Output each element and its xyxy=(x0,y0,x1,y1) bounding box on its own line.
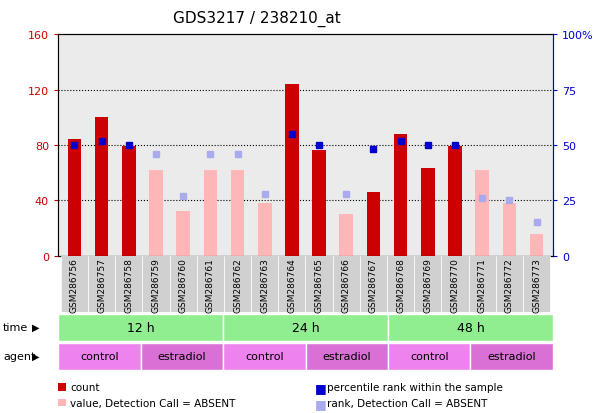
Text: 48 h: 48 h xyxy=(456,321,485,334)
Bar xyxy=(278,256,306,312)
Bar xyxy=(88,256,115,312)
Bar xyxy=(58,314,223,341)
Bar xyxy=(58,343,141,370)
Text: GSM286767: GSM286767 xyxy=(369,258,378,313)
Text: estradiol: estradiol xyxy=(323,351,371,361)
Bar xyxy=(367,192,380,256)
Bar xyxy=(503,204,516,256)
Text: GSM286773: GSM286773 xyxy=(532,258,541,313)
Bar xyxy=(223,343,306,370)
Bar xyxy=(224,256,251,312)
Bar xyxy=(122,147,136,256)
Text: ■: ■ xyxy=(315,396,326,410)
Bar xyxy=(530,234,543,256)
Bar xyxy=(523,256,551,312)
Text: GSM286762: GSM286762 xyxy=(233,258,242,312)
Text: estradiol: estradiol xyxy=(488,351,536,361)
Text: rank, Detection Call = ABSENT: rank, Detection Call = ABSENT xyxy=(327,398,487,408)
Bar xyxy=(312,151,326,256)
Bar xyxy=(149,171,163,256)
Bar xyxy=(95,118,108,256)
Text: GSM286758: GSM286758 xyxy=(124,258,133,313)
Bar xyxy=(306,343,388,370)
Text: control: control xyxy=(245,351,284,361)
Bar xyxy=(141,343,223,370)
Bar xyxy=(177,212,190,256)
Bar xyxy=(340,215,353,256)
Text: control: control xyxy=(80,351,119,361)
Bar xyxy=(231,171,244,256)
Text: count: count xyxy=(70,382,100,392)
Bar xyxy=(285,85,299,256)
Bar xyxy=(470,343,553,370)
Bar xyxy=(388,314,553,341)
Text: agent: agent xyxy=(3,351,35,361)
Bar xyxy=(115,256,142,312)
Text: value, Detection Call = ABSENT: value, Detection Call = ABSENT xyxy=(70,398,236,408)
Bar xyxy=(68,140,81,256)
Bar xyxy=(414,256,442,312)
Bar xyxy=(197,256,224,312)
Text: GSM286768: GSM286768 xyxy=(396,258,405,313)
Bar xyxy=(60,256,88,312)
Text: GSM286764: GSM286764 xyxy=(287,258,296,312)
Text: GSM286769: GSM286769 xyxy=(423,258,433,313)
Bar xyxy=(203,171,217,256)
Bar xyxy=(223,314,388,341)
Text: 24 h: 24 h xyxy=(291,321,320,334)
Bar xyxy=(387,256,414,312)
Bar xyxy=(333,256,360,312)
Text: GDS3217 / 238210_at: GDS3217 / 238210_at xyxy=(173,10,340,26)
Text: GSM286757: GSM286757 xyxy=(97,258,106,313)
Bar xyxy=(442,256,469,312)
Bar xyxy=(142,256,169,312)
Text: GSM286766: GSM286766 xyxy=(342,258,351,313)
Bar xyxy=(251,256,278,312)
Bar xyxy=(496,256,523,312)
Text: 12 h: 12 h xyxy=(126,321,155,334)
Text: control: control xyxy=(410,351,448,361)
Text: estradiol: estradiol xyxy=(158,351,206,361)
Text: GSM286761: GSM286761 xyxy=(206,258,215,313)
Text: ▶: ▶ xyxy=(32,351,39,361)
Text: GSM286763: GSM286763 xyxy=(260,258,269,313)
Text: GSM286772: GSM286772 xyxy=(505,258,514,312)
Text: percentile rank within the sample: percentile rank within the sample xyxy=(327,382,503,392)
Bar xyxy=(169,256,197,312)
Text: GSM286770: GSM286770 xyxy=(450,258,459,313)
Bar xyxy=(360,256,387,312)
Text: GSM286760: GSM286760 xyxy=(178,258,188,313)
Bar xyxy=(475,171,489,256)
Bar xyxy=(394,135,408,256)
Text: GSM286756: GSM286756 xyxy=(70,258,79,313)
Text: GSM286759: GSM286759 xyxy=(152,258,161,313)
Bar xyxy=(421,169,434,256)
Text: ▶: ▶ xyxy=(32,322,39,332)
Text: GSM286771: GSM286771 xyxy=(478,258,487,313)
Text: ■: ■ xyxy=(315,381,326,394)
Bar xyxy=(388,343,470,370)
Bar xyxy=(469,256,496,312)
Bar xyxy=(306,256,333,312)
Text: time: time xyxy=(3,322,28,332)
Bar xyxy=(258,204,271,256)
Text: GSM286765: GSM286765 xyxy=(315,258,324,313)
Bar xyxy=(448,147,462,256)
